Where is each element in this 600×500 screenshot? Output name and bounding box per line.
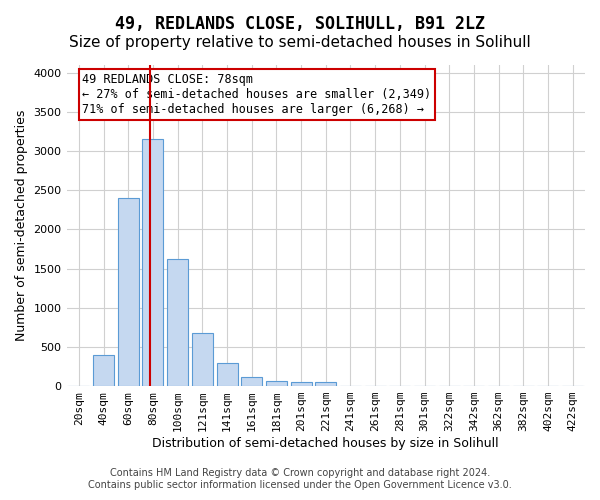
Text: Size of property relative to semi-detached houses in Solihull: Size of property relative to semi-detach… <box>69 35 531 50</box>
Bar <box>290 382 311 386</box>
Text: Contains HM Land Registry data © Crown copyright and database right 2024.
Contai: Contains HM Land Registry data © Crown c… <box>88 468 512 490</box>
Bar <box>315 382 336 386</box>
Y-axis label: Number of semi-detached properties: Number of semi-detached properties <box>15 110 28 341</box>
Bar <box>167 259 188 386</box>
Bar <box>266 380 287 386</box>
Bar <box>241 376 262 386</box>
X-axis label: Distribution of semi-detached houses by size in Solihull: Distribution of semi-detached houses by … <box>152 437 499 450</box>
Bar <box>217 362 238 386</box>
Bar <box>118 198 139 386</box>
Text: 49 REDLANDS CLOSE: 78sqm
← 27% of semi-detached houses are smaller (2,349)
71% o: 49 REDLANDS CLOSE: 78sqm ← 27% of semi-d… <box>82 73 431 116</box>
Text: 49, REDLANDS CLOSE, SOLIHULL, B91 2LZ: 49, REDLANDS CLOSE, SOLIHULL, B91 2LZ <box>115 15 485 33</box>
Bar <box>93 355 114 386</box>
Bar <box>192 333 213 386</box>
Bar <box>142 140 163 386</box>
